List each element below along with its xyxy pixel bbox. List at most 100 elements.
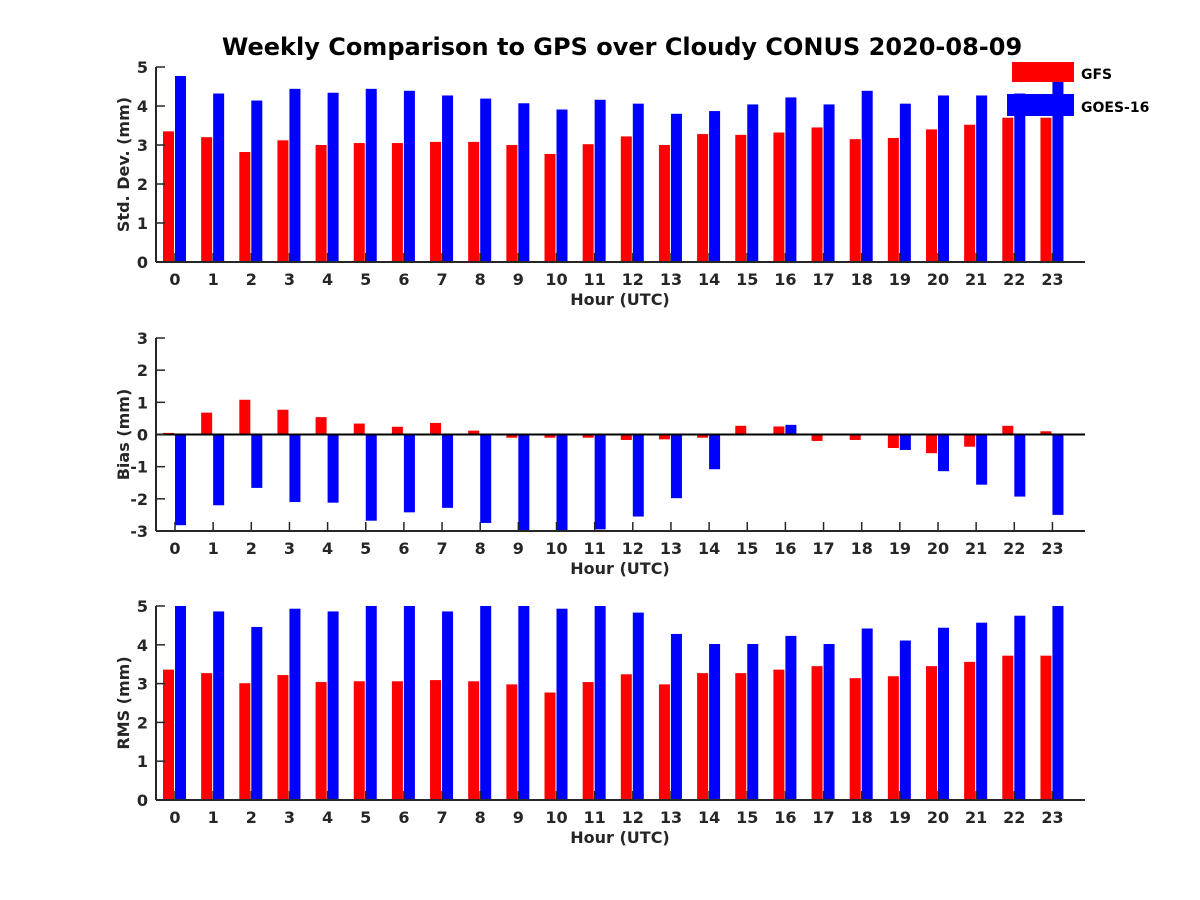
bar-goes-16-hour-9 <box>518 103 530 263</box>
x-tick-label: 20 <box>927 270 949 289</box>
y-tick-label: 0 <box>137 426 148 445</box>
x-tick-label: 19 <box>889 808 911 827</box>
bar-gfs-hour-19 <box>887 676 899 800</box>
bar-goes-16-hour-18 <box>861 628 873 800</box>
x-tick-label: 11 <box>584 539 606 558</box>
y-tick-label: -2 <box>130 490 148 509</box>
y-tick-label: 4 <box>137 97 148 116</box>
bar-goes-16-hour-4 <box>327 92 339 263</box>
bar-gfs-hour-3 <box>277 409 289 435</box>
bar-goes-16-hour-9 <box>518 434 530 531</box>
bar-goes-16-hour-10 <box>556 434 568 531</box>
x-tick-label: 13 <box>660 539 682 558</box>
bar-gfs-hour-11 <box>582 434 594 438</box>
bar-gfs-hour-3 <box>277 140 289 262</box>
x-tick-label: 0 <box>169 270 180 289</box>
bar-goes-16-hour-10 <box>556 608 568 800</box>
x-tick-label: 0 <box>169 539 180 558</box>
bar-gfs-hour-20 <box>926 434 937 454</box>
y-tick-label: 1 <box>137 752 148 771</box>
bar-gfs-hour-19 <box>887 137 899 262</box>
bar-goes-16-hour-17 <box>823 644 835 800</box>
bar-goes-16-hour-15 <box>747 644 759 800</box>
bar-goes-16-hour-21 <box>976 622 988 800</box>
bar-goes-16-hour-20 <box>938 95 949 262</box>
bar-gfs-hour-22 <box>1002 117 1014 262</box>
bar-goes-16-hour-15 <box>747 104 759 262</box>
y-tick-label: 5 <box>137 58 148 77</box>
bar-goes-16-hour-0 <box>175 606 186 800</box>
bar-goes-16-hour-3 <box>289 608 301 800</box>
bar-goes-16-hour-12 <box>632 434 644 517</box>
bar-gfs-hour-4 <box>315 682 327 800</box>
y-tick-label: 2 <box>137 175 148 194</box>
bar-goes-16-hour-13 <box>670 113 682 262</box>
x-tick-label: 4 <box>322 539 333 558</box>
x-tick-label: 5 <box>360 270 371 289</box>
x-tick-label: 10 <box>545 808 567 827</box>
x-axis-label: Hour (UTC) <box>570 290 670 309</box>
x-tick-label: 16 <box>774 539 796 558</box>
bar-goes-16-hour-21 <box>976 434 988 485</box>
legend-swatch-gfs <box>1012 62 1074 82</box>
bar-goes-16-hour-16 <box>785 635 797 800</box>
bar-gfs-hour-22 <box>1002 425 1014 435</box>
bar-goes-16-hour-6 <box>403 434 415 513</box>
x-tick-label: 23 <box>1041 539 1063 558</box>
x-tick-label: 2 <box>246 539 257 558</box>
bar-gfs-hour-16 <box>773 669 785 800</box>
bar-gfs-hour-20 <box>926 129 937 262</box>
bar-goes-16-hour-11 <box>594 434 606 530</box>
x-tick-label: 16 <box>774 270 796 289</box>
bar-gfs-hour-7 <box>430 141 442 262</box>
x-tick-label: 16 <box>774 808 796 827</box>
bar-gfs-hour-17 <box>811 127 823 262</box>
x-tick-label: 3 <box>284 539 295 558</box>
bar-gfs-hour-7 <box>430 680 442 800</box>
bar-goes-16-hour-8 <box>480 606 492 800</box>
bar-gfs-hour-2 <box>239 399 251 435</box>
bar-goes-16-hour-23 <box>1052 434 1064 515</box>
bar-goes-16-hour-8 <box>480 434 492 523</box>
bar-goes-16-hour-23 <box>1052 67 1064 262</box>
bar-gfs-hour-19 <box>887 434 899 449</box>
y-tick-label: 5 <box>137 597 148 616</box>
x-tick-label: 23 <box>1041 808 1063 827</box>
x-tick-label: 21 <box>965 539 987 558</box>
chart-title: Weekly Comparison to GPS over Cloudy CON… <box>222 33 1022 61</box>
y-tick-label: 3 <box>137 136 148 155</box>
x-tick-label: 14 <box>698 539 720 558</box>
x-tick-label: 10 <box>545 270 567 289</box>
x-tick-label: 14 <box>698 270 720 289</box>
x-tick-label: 5 <box>360 539 371 558</box>
bar-goes-16-hour-19 <box>899 640 911 800</box>
x-tick-label: 13 <box>660 270 682 289</box>
y-tick-label: 1 <box>137 393 148 412</box>
bar-gfs-hour-17 <box>811 666 823 800</box>
x-tick-label: 18 <box>851 808 873 827</box>
x-tick-label: 4 <box>322 270 333 289</box>
bar-gfs-hour-1 <box>201 673 213 800</box>
y-axis-label: Std. Dev. (mm) <box>114 97 133 232</box>
y-tick-label: 2 <box>137 361 148 380</box>
bar-goes-16-hour-16 <box>785 97 797 262</box>
bar-goes-16-hour-6 <box>403 606 415 800</box>
bar-goes-16-hour-5 <box>365 88 377 262</box>
bar-goes-16-hour-21 <box>976 95 988 262</box>
bar-gfs-hour-11 <box>582 144 594 262</box>
bar-goes-16-hour-16 <box>785 424 797 435</box>
bar-goes-16-hour-11 <box>594 606 606 800</box>
x-tick-label: 22 <box>1003 270 1025 289</box>
x-tick-label: 2 <box>246 808 257 827</box>
x-tick-label: 15 <box>736 270 758 289</box>
bar-gfs-hour-10 <box>544 153 556 262</box>
bar-goes-16-hour-23 <box>1052 606 1064 800</box>
x-tick-label: 12 <box>622 539 644 558</box>
bar-gfs-hour-13 <box>658 145 670 262</box>
x-tick-label: 17 <box>812 270 834 289</box>
x-tick-label: 18 <box>851 270 873 289</box>
x-tick-label: 19 <box>889 270 911 289</box>
bar-gfs-hour-21 <box>964 661 976 800</box>
